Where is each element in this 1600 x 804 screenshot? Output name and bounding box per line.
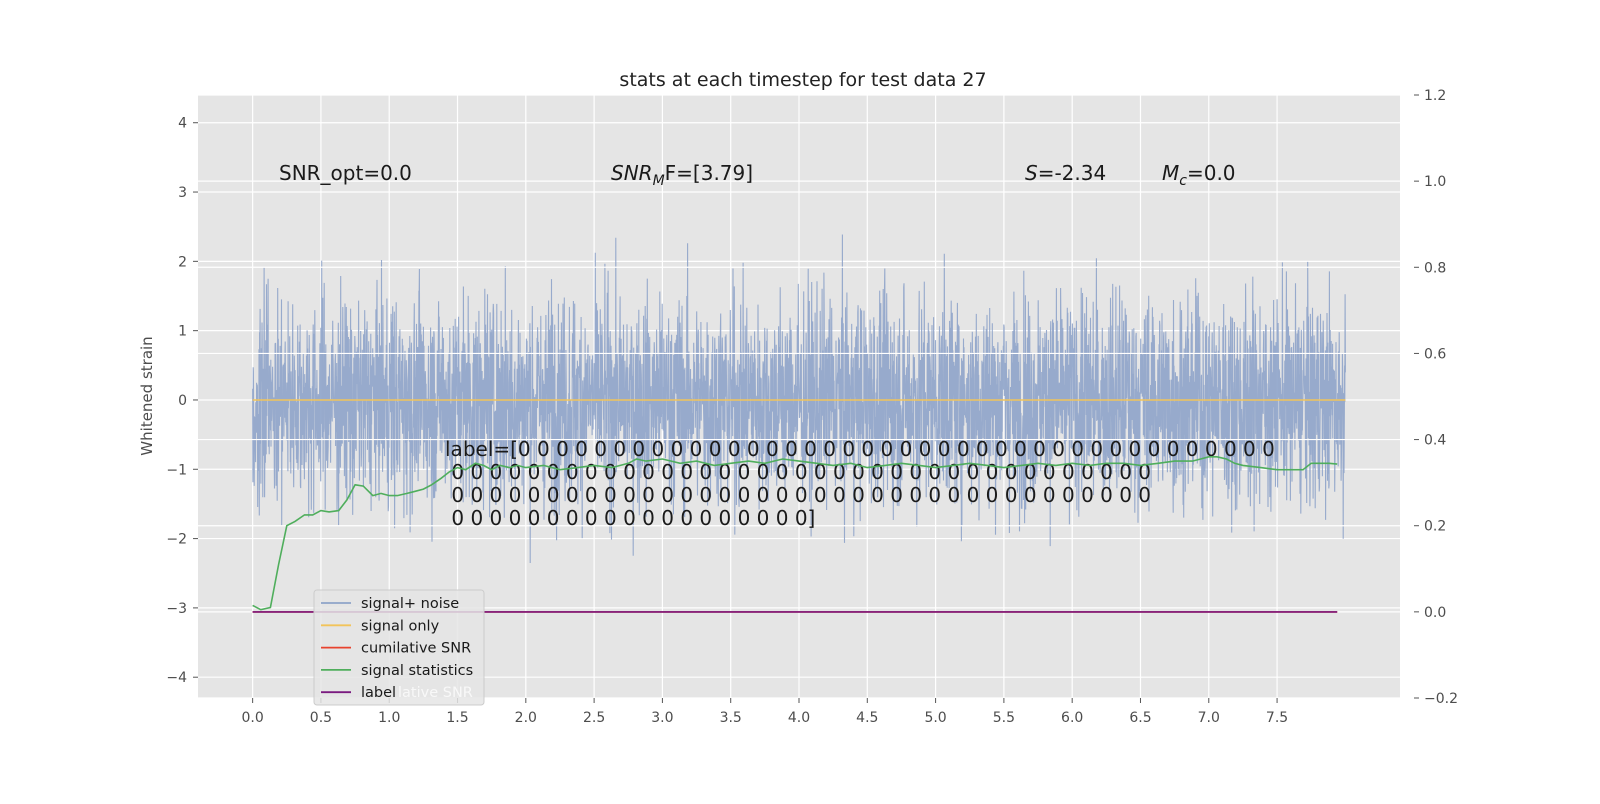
snr-mf-sub: M [653,173,665,189]
x-tick-label: 6.0 [1061,710,1083,726]
chart-title: stats at each timestep for test data 27 [619,69,986,91]
y-tick-label: 3 [178,185,187,201]
legend-entry-label: cumilative SNR [361,641,471,657]
y-tick-label: 2 [178,254,187,270]
legend-entry-label: label [361,685,396,701]
x-tick-label: 3.0 [651,710,673,726]
x-tick-label: 5.5 [993,710,1015,726]
label-line-3: 0 0 0 0 0 0 0 0 0 0 0 0 0 0 0 0 0 0 0 0 … [445,483,1151,507]
y2-tick-label: 0.6 [1424,346,1446,362]
y-tick-label: 0 [178,393,187,409]
mc-sub: c [1179,173,1187,189]
x-tick-label: 0.0 [242,710,264,726]
legend-entry-label: signal+ noise [361,596,459,612]
y2-tick-label: 0.0 [1424,605,1446,621]
y-axis-label: Whitened strain [138,336,156,455]
x-tick-label: 2.0 [515,710,537,726]
legend-box [313,589,485,706]
x-tick-label: 3.5 [720,710,742,726]
y-tick-label: 1 [178,324,187,340]
annotation-snr-opt: SNR_opt=0.0 [279,161,412,185]
series-layer [252,234,1346,564]
snr-mf-suffix: F=[3.79] [665,161,753,185]
x-tick-label: 6.5 [1129,710,1151,726]
x-tick-label: 5.0 [924,710,946,726]
y2-tick-label: −0.2 [1424,691,1458,707]
series-line-signal-statistics [252,456,1338,611]
x-tick-label: 4.5 [856,710,878,726]
annotation-s: S=-2.34 [1025,161,1106,185]
y2-tick-label: 0.2 [1424,519,1446,535]
x-tick-label: 1.5 [446,710,468,726]
s-value: =-2.34 [1038,161,1107,185]
mc-var: M [1162,161,1179,185]
x-tick-label: 4.0 [788,710,810,726]
label-annotation: label=[0 0 0 0 0 0 0 0 0 0 0 0 0 0 0 0 0… [445,437,1275,530]
y-tick-label: 4 [178,116,187,132]
x-tick-label: 1.0 [378,710,400,726]
x-tick-label: 2.5 [583,710,605,726]
legend-entry-label: signal statistics [361,663,473,679]
snr-mf-prefix: SNR [611,161,653,185]
legend-items: signal+ noise signal only cumilative SNR si… [321,596,473,701]
y2-tick-label: 0.8 [1424,260,1446,276]
y-tick-label: −4 [166,670,187,686]
legend-ghost-text: lative SNR [398,685,473,701]
y-tick-label: −2 [166,532,187,548]
y2-tick-label: 1.2 [1424,88,1446,104]
s-var: S [1025,161,1038,185]
x-tick-label: 0.5 [310,710,332,726]
legend-entry-label: signal only [361,618,440,634]
y2-tick-label: 1.0 [1424,174,1446,190]
y-tick-label: −3 [166,601,187,617]
y2-tick-label: 0.4 [1424,433,1446,449]
legend: lative SNR signal+ noise signal only cumil… [313,589,485,706]
x-tick-label: 7.5 [1266,710,1288,726]
y2-axis: 1.2 1.0 0.8 0.6 0.4 0.2 0.0 −0.2 [1414,88,1458,707]
x-axis: 0.0 0.5 1.0 1.5 2.0 2.5 3.0 3.5 4.0 4.5 5.0 5.5 6.0 6… [242,698,1288,726]
label-line-1: label=[0 0 0 0 0 0 0 0 0 0 0 0 0 0 0 0 0… [445,437,1275,461]
label-line-4: 0 0 0 0 0 0 0 0 0 0 0 0 0 0 0 0 0 0 0] [445,506,815,530]
series-line-signal-noise [252,234,1346,564]
y-axis: 4 3 2 1 0 −1 −2 −3 −4 [166,116,198,686]
y-tick-label: −1 [166,462,187,478]
annotation-mc: Mc=0.0 [1162,161,1236,189]
annotation-snr-mf: SNRMF=[3.79] [611,161,753,189]
mc-value: =0.0 [1187,161,1236,185]
x-tick-label: 7.0 [1198,710,1220,726]
